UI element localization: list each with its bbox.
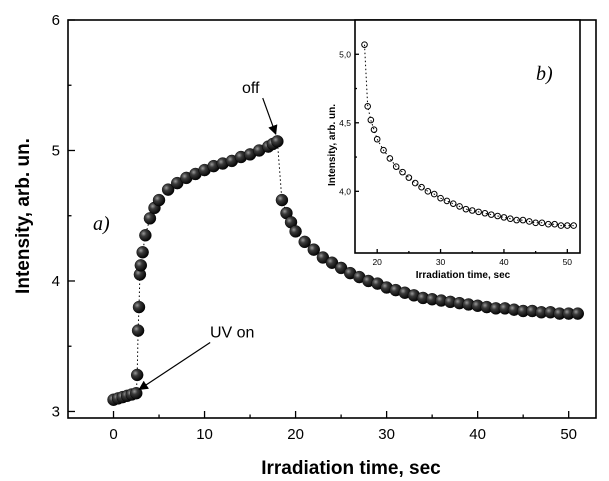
data-point: [500, 214, 508, 221]
inset-x-axis-title: Irradiation time, sec: [416, 270, 511, 281]
data-point: [462, 205, 470, 213]
data-point: [487, 211, 495, 218]
data-point: [538, 219, 546, 227]
data-point: [519, 216, 527, 224]
data-point: [373, 135, 381, 143]
inset-y-axis-title: Intensity, arb. un.: [327, 104, 338, 186]
data-point: [271, 135, 284, 148]
data-point: [424, 188, 432, 195]
data-point: [392, 163, 400, 170]
x-tick-label: 50: [560, 426, 577, 443]
data-point: [386, 155, 394, 162]
x-tick-label: 10: [196, 426, 213, 443]
main-plot: 0 10 20 30 40 50 3 4 5 6 Irradiation time, sec I…: [13, 12, 597, 479]
inset-background: [355, 20, 580, 253]
data-point: [130, 387, 143, 400]
x-tick-label: 30: [378, 426, 395, 443]
main-annotations: UV on off: [138, 80, 278, 391]
data-point: [532, 219, 539, 227]
series-connector: [364, 44, 574, 227]
data-point: [570, 222, 577, 229]
y-tick-label: 3: [52, 403, 60, 420]
inset-plot-frame: [354, 19, 581, 254]
data-point: [152, 193, 166, 207]
main-x-axis-title: Irradiation time, sec: [261, 458, 441, 479]
x-tick-label: 30: [436, 257, 446, 267]
data-point: [564, 222, 571, 229]
data-point: [361, 41, 368, 48]
data-point: [275, 193, 289, 207]
data-point: [131, 324, 145, 337]
panel-label-a: a): [93, 213, 110, 235]
inset-data-points: [361, 41, 577, 229]
inset-x-ticks: 20 30 40 50: [372, 249, 572, 267]
y-tick-label: 5,0: [339, 49, 351, 59]
main-plot-frame: [67, 19, 597, 419]
data-point: [468, 207, 476, 214]
y-tick-label: 5: [52, 142, 60, 159]
x-tick-label: 40: [499, 257, 509, 267]
data-point: [380, 146, 387, 154]
data-point: [143, 212, 157, 225]
y-tick-label: 4,0: [339, 186, 351, 196]
data-point: [139, 229, 152, 242]
data-point: [132, 300, 146, 314]
data-point: [370, 126, 378, 133]
y-tick-label: 4,5: [339, 118, 351, 128]
x-tick-label: 20: [372, 257, 382, 267]
main-y-ticks: 3 4 5 6: [52, 12, 75, 420]
data-point: [298, 235, 311, 249]
main-data-points: [107, 135, 584, 406]
data-point: [443, 197, 451, 205]
annotation-arrow: [262, 97, 278, 135]
data-point: [405, 174, 413, 181]
data-point: [571, 307, 584, 320]
y-tick-label: 4: [52, 273, 60, 290]
data-point: [557, 222, 565, 229]
data-point: [307, 243, 320, 256]
data-point: [551, 220, 558, 228]
data-point: [399, 168, 406, 176]
data-point: [418, 183, 425, 191]
data-point: [513, 216, 520, 224]
data-point: [437, 194, 444, 202]
data-point: [411, 179, 419, 187]
data-point: [161, 183, 175, 196]
inset-connector-line: [364, 44, 574, 227]
annotation-label: UV on: [210, 325, 254, 342]
x-tick-label: 50: [563, 257, 573, 267]
data-point: [475, 208, 482, 216]
data-point: [367, 116, 375, 124]
data-point: [456, 203, 463, 210]
x-tick-label: 40: [469, 426, 486, 443]
main-y-axis-title: Intensity, arb. un.: [13, 138, 34, 294]
data-point: [506, 215, 514, 223]
data-point: [481, 209, 489, 217]
inset-y-ticks: 4,0 4,5 5,0: [339, 49, 359, 196]
x-tick-label: 20: [287, 426, 304, 443]
y-tick-label: 6: [52, 12, 60, 29]
inset-plot: 20 30 40 50 4,0 4,5 5,0 Irradiation time, sec…: [327, 19, 581, 281]
data-point: [545, 220, 552, 228]
data-point: [430, 190, 438, 198]
data-point: [136, 246, 149, 259]
data-point: [364, 103, 371, 110]
panel-label-b: b): [536, 63, 553, 85]
data-point: [449, 200, 457, 207]
data-point: [134, 259, 148, 272]
data-point: [289, 225, 302, 238]
annotation-label: off: [242, 80, 260, 97]
x-tick-label: 0: [109, 426, 117, 443]
annotation-arrow: [138, 342, 211, 391]
main-x-ticks: 0 10 20 30 40 50: [109, 411, 577, 443]
data-point: [525, 218, 533, 225]
data-point: [130, 368, 144, 382]
data-point: [494, 212, 501, 220]
